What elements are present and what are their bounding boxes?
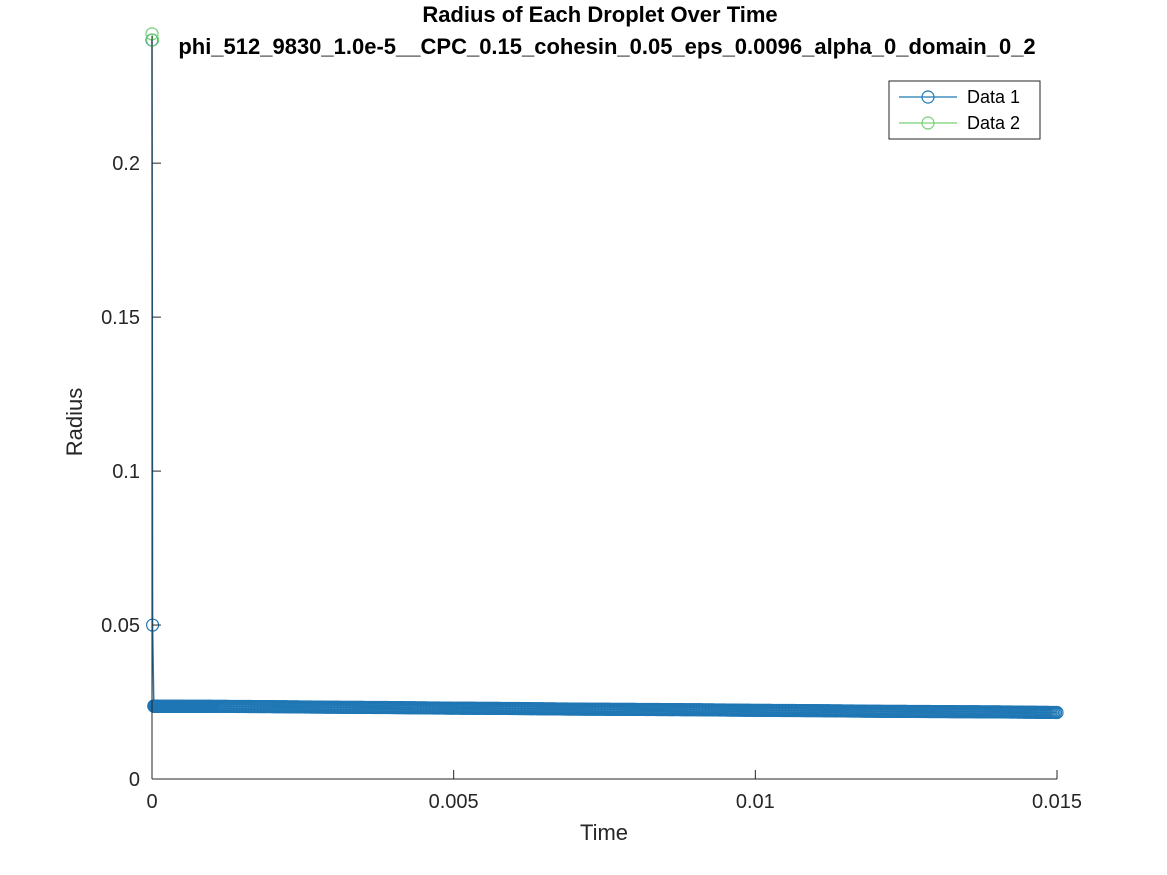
plot-area xyxy=(145,27,1064,720)
y-tick-label: 0.1 xyxy=(112,461,140,483)
y-tick-label: 0 xyxy=(129,769,140,791)
x-tick-label: 0.015 xyxy=(1032,791,1082,813)
series-1 xyxy=(145,33,1064,720)
chart-subtitle: phi_512_9830_1.0e-5__CPC_0.15_cohesin_0.… xyxy=(178,34,1035,59)
series-marker xyxy=(1050,705,1064,720)
x-tick-label: 0 xyxy=(146,791,157,813)
legend-label: Data 2 xyxy=(967,113,1020,133)
axes: 0 0.005 0.01 0.015 0 0.05 0.1 0.15 0.2 xyxy=(101,36,1082,813)
x-axis-label: Time xyxy=(580,820,628,845)
legend: Data 1 Data 2 xyxy=(888,80,1041,140)
y-axis-label: Radius xyxy=(62,388,87,456)
y-tick-label: 0.15 xyxy=(101,307,140,329)
y-tick-label: 0.2 xyxy=(112,153,140,175)
legend-label: Data 1 xyxy=(967,87,1020,107)
legend-box xyxy=(888,80,1041,140)
x-tick-label: 0.005 xyxy=(429,791,479,813)
series-marker xyxy=(146,33,160,47)
y-tick-label: 0.05 xyxy=(101,615,140,637)
legend-swatch-marker xyxy=(921,90,935,104)
legend-swatch-marker xyxy=(921,116,935,130)
chart-title: Radius of Each Droplet Over Time xyxy=(422,2,777,27)
x-tick-label: 0.01 xyxy=(736,791,775,813)
